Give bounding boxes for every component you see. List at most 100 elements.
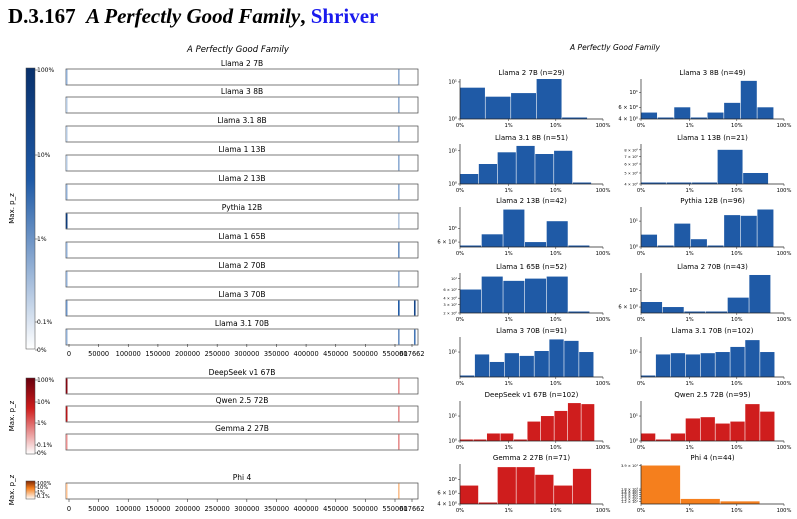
histogram-title: Llama 1 13B (n=21) (677, 134, 748, 142)
histogram-bar (666, 182, 692, 184)
colorbar-red: 100% 10% 1% 0.1%0% Max. p_z (8, 377, 54, 457)
strip-title: Llama 3 70B (219, 290, 266, 299)
colorbar-label: Max. p_z (8, 474, 16, 505)
x-tick-label: 250000 (205, 350, 230, 358)
histogram-bar (715, 423, 730, 441)
x-tick-label: 1% (686, 188, 694, 194)
histogram-bar (535, 474, 554, 504)
histogram-bar (685, 418, 700, 441)
histogram-bar (511, 93, 537, 119)
histogram-title: Llama 3.1 70B (n=102) (672, 327, 754, 335)
strip-mark (65, 483, 68, 499)
x-tick-label: 0% (456, 445, 464, 451)
histogram-llama-3-1-8b-n-51: Llama 3.1 8B (n=51) 10¹ 10⁰0% 1% 10% 100% (448, 134, 610, 194)
histogram-bar (684, 311, 706, 313)
histogram-bar (568, 245, 590, 247)
histogram-bar (690, 117, 707, 119)
histogram-bar (527, 421, 541, 441)
histogram-title: Llama 3 8B (n=49) (679, 69, 746, 77)
histogram-bar (535, 154, 554, 184)
strip-mark (398, 97, 400, 113)
strip-mark (398, 378, 400, 394)
colorbar-tick-label: 0% (37, 450, 47, 457)
colorbar-tick-label: 10% (37, 485, 48, 491)
histogram-bar (536, 79, 562, 119)
strip-title: Llama 2 7B (221, 59, 263, 68)
x-tick-label: 100% (777, 508, 792, 514)
author-link[interactable]: Shriver (310, 4, 379, 28)
histogram-bar (567, 403, 581, 441)
x-tick-label: 0% (456, 508, 464, 514)
histogram-bar (720, 501, 760, 504)
strip-mark (398, 213, 400, 229)
x-tick-label: 50000 (88, 505, 109, 513)
x-tick-label: 100% (596, 508, 611, 514)
colorbar-label: Max. p_z (8, 400, 16, 431)
histogram-bar (473, 439, 487, 441)
x-tick-label: 10% (731, 251, 743, 257)
colorbar-blue: 100% 10% 1% 0.1% 0% Max. p_z (8, 67, 54, 354)
histogram-bar (641, 433, 656, 441)
y-tick-label: 10⁰ (629, 439, 638, 445)
histogram-bar (724, 102, 741, 119)
strip-title: Llama 2 70B (219, 261, 266, 270)
histogram-bar (707, 245, 724, 247)
histogram-bar (680, 498, 720, 504)
strip-mark (65, 434, 68, 450)
histogram-bar (554, 410, 568, 441)
x-tick-label: 100% (777, 188, 792, 194)
colorbar-tick-label: 100% (37, 67, 54, 74)
histogram-bar (641, 375, 656, 377)
x-tick-label: 1% (505, 508, 513, 514)
strip-mark (398, 126, 400, 142)
x-tick-label: 0% (637, 317, 645, 323)
strip-title: Llama 3 8B (221, 87, 263, 96)
strip-mark (398, 242, 400, 258)
strip-frame (65, 154, 419, 172)
histogram-bar (460, 375, 475, 377)
strip-mark (65, 329, 68, 345)
histogram-pythia-12b-n-96: Pythia 12B (n=96) 10¹ 10⁰0% 1% 10% 100% (629, 197, 791, 257)
strip-mark (398, 69, 400, 85)
y-tick-label: 4 × 10⁰ (443, 297, 457, 301)
histogram-bar (481, 276, 503, 313)
histogram-llama-2-7b-n-29: Llama 2 7B (n=29) 10¹ 10⁰0% 1% 10% 100% (448, 69, 610, 129)
histogram-gemma-2-27b-n-71: Gemma 2 27B (n=71) 10¹ 6 × 10⁰ 4 × 10⁰0% 1% 1… (437, 454, 610, 514)
x-tick-label: 10% (550, 188, 562, 194)
histogram-bar (460, 245, 482, 247)
y-tick-label: 6 × 10⁰ (437, 240, 457, 246)
x-tick-label: 100000 (116, 350, 141, 358)
histogram-bar (581, 404, 595, 441)
strip-mark (398, 300, 400, 316)
y-tick-label: 1.5 × 10¹ (621, 493, 639, 497)
strip-mark (413, 329, 416, 345)
histogram-bar (460, 485, 479, 504)
strip-llama-3-1-8b: Llama 3.1 8B (65, 116, 419, 143)
left-panel-title: A Perfectly Good Family (186, 45, 290, 55)
y-tick-label: 10¹ (629, 288, 638, 294)
x-tick-label: 50000 (88, 350, 109, 358)
strip-title: DeepSeek v1 67B (209, 368, 276, 377)
strip-frame (65, 377, 419, 395)
x-tick-label: 300000 (234, 350, 259, 358)
colorbar-orange: 100%10%1%0.1% Max. p_z (8, 474, 52, 505)
x-tick-label: 450000 (323, 350, 348, 358)
strip-mark (65, 271, 68, 287)
x-tick-label: 450000 (323, 505, 348, 513)
strip-frame (65, 482, 419, 500)
histogram-bar (724, 215, 741, 247)
colorbar-tick-label: 0.1% (37, 319, 53, 326)
x-tick-label: 100% (596, 317, 611, 323)
strip-frame (65, 299, 419, 317)
histogram-bar (657, 245, 674, 247)
x-tick-label: 150000 (145, 350, 170, 358)
x-tick-label: 10% (550, 508, 562, 514)
histogram-bar (554, 150, 573, 184)
x-tick-label: 10% (550, 317, 562, 323)
strip-frame (65, 433, 419, 451)
histogram-bar (474, 354, 490, 377)
histogram-qwen-2-5-72b-n-95: Qwen 2.5 72B (n=95) 10¹ 10⁰0% 1% 10% 100% (629, 391, 791, 451)
strip-mark (65, 213, 68, 229)
y-tick-label: 1.6 × 10¹ (621, 491, 639, 495)
